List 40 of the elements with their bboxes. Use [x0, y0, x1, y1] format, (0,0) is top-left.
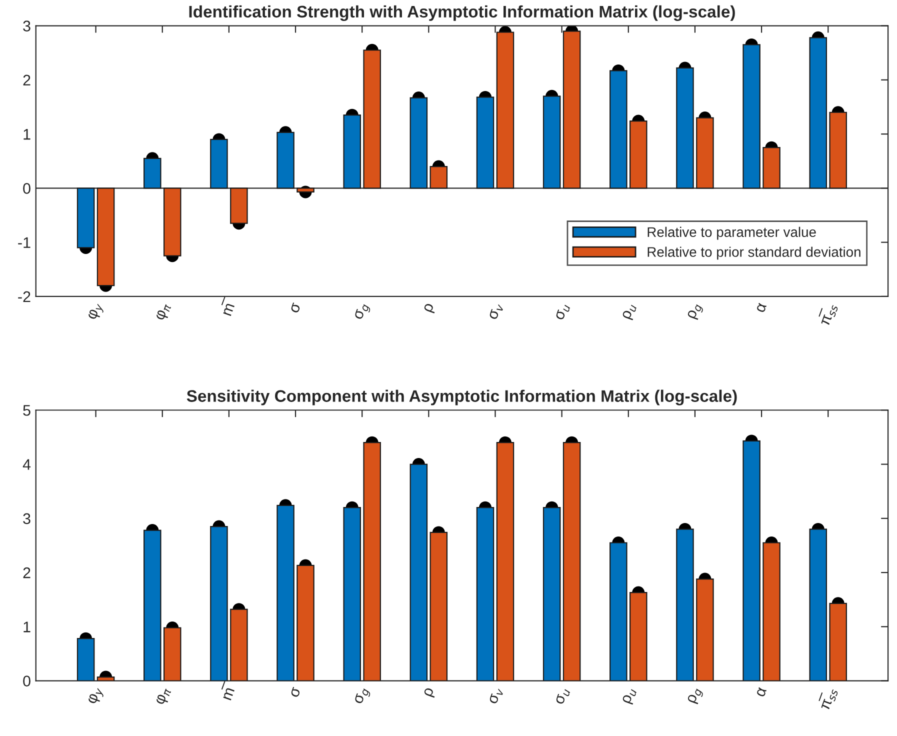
x-tick-label: π̅$_{ss}$: [816, 686, 838, 712]
x-tick-label: ρ$_{g}$: [687, 302, 704, 320]
y-tick-label: 2: [23, 74, 30, 86]
x-tick-label: σ$_{g}$: [354, 686, 372, 706]
y-tick-label: 5: [23, 405, 30, 416]
chart-title: Sensitivity Component with Asymptotic Information Matrix (log-scale): [186, 390, 737, 406]
legend-label: Relative to parameter value: [648, 226, 816, 240]
x-tick-label: α: [756, 687, 767, 698]
x-tick-label: σ: [290, 302, 301, 314]
x-tick-label: m̅: [218, 296, 236, 316]
x-tick-label: φ$_{π}$: [156, 686, 172, 706]
x-tick-label: σ$_{g}$: [354, 302, 372, 322]
y-tick-label: 0: [23, 183, 30, 194]
x-tick-label: φ$_{y}$: [88, 686, 106, 706]
x-tick-label: ρ: [424, 302, 437, 314]
y-tick-label: 2: [23, 567, 30, 578]
x-tick-label: α: [756, 302, 767, 313]
x-tick-label: φ$_{y}$: [88, 302, 106, 322]
x-tick-label: σ$_{u}$: [555, 688, 571, 706]
x-tick-label: σ$_{v}$: [488, 686, 504, 706]
x-tick-label: ρ$_{u}$: [622, 687, 638, 705]
chart-title: Identification Strength with Asymptotic Information Matrix (log-scale): [189, 5, 735, 21]
y-tick-label: 0: [23, 676, 30, 686]
y-tick-label: -1: [18, 237, 30, 248]
x-tick-label: ρ: [424, 687, 437, 698]
y-tick-label: 3: [23, 513, 30, 524]
x-tick-label: σ$_{u}$: [555, 303, 571, 322]
x-tick-label: σ: [290, 686, 301, 698]
y-tick-label: 3: [23, 20, 30, 32]
x-tick-label: π̅$_{ss}$: [816, 302, 838, 327]
x-tick-label: ρ$_{g}$: [687, 687, 704, 705]
x-tick-label: ρ$_{u}$: [622, 303, 638, 320]
y-tick-label: -2: [18, 291, 30, 302]
y-tick-label: 1: [24, 129, 30, 140]
x-tick-label: σ$_{v}$: [488, 302, 504, 321]
y-tick-label: 4: [22, 459, 31, 470]
x-tick-label: m̅: [218, 680, 236, 700]
x-tick-label: φ$_{π}$: [156, 302, 172, 322]
y-tick-label: 1: [24, 622, 30, 632]
legend-label: Relative to prior standard deviation: [648, 246, 860, 260]
